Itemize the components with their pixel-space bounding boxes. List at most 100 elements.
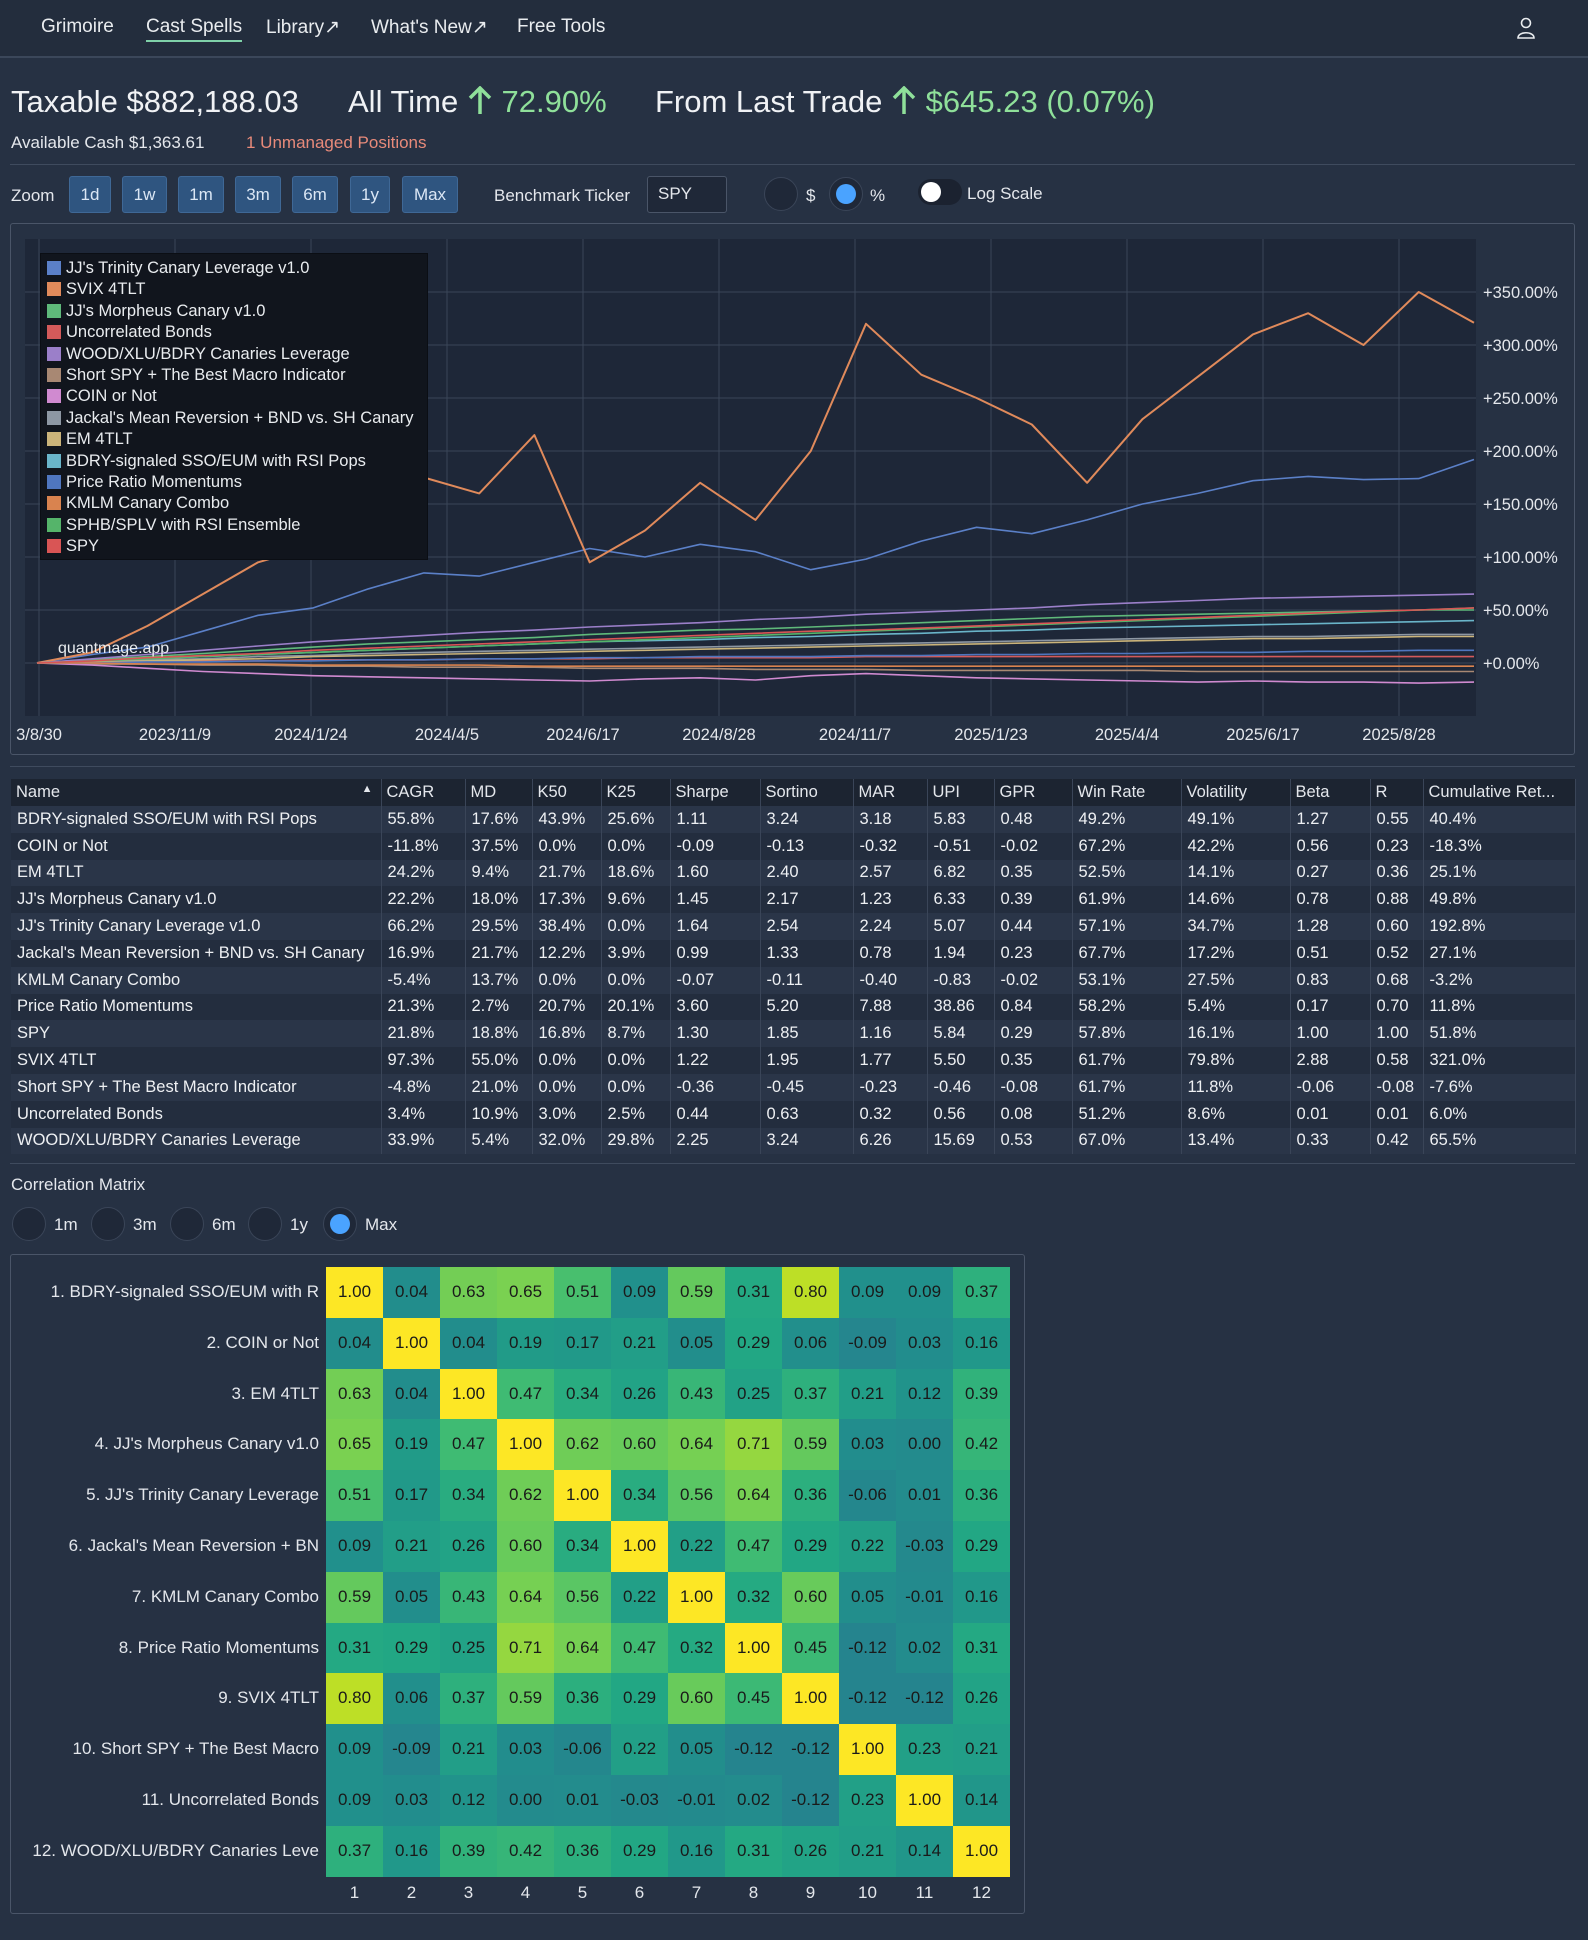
table-row[interactable]: Price Ratio Momentums 21.3% 2.7% 20.7% 20.1%… bbox=[11, 993, 1576, 1021]
correlation-cell[interactable]: 0.34 bbox=[440, 1470, 497, 1521]
correlation-cell[interactable]: 0.04 bbox=[383, 1267, 440, 1318]
correlation-cell[interactable]: 0.42 bbox=[497, 1825, 554, 1877]
correlation-cell[interactable]: 0.60 bbox=[668, 1673, 725, 1725]
correlation-cell[interactable]: 0.05 bbox=[839, 1571, 896, 1623]
correlation-cell[interactable]: 0.63 bbox=[440, 1267, 497, 1318]
correlation-cell[interactable]: 0.34 bbox=[611, 1470, 668, 1521]
correlation-cell[interactable]: 0.39 bbox=[440, 1825, 497, 1877]
correlation-cell[interactable]: 0.00 bbox=[896, 1419, 953, 1471]
correlation-cell[interactable]: 0.29 bbox=[725, 1317, 782, 1369]
correlation-cell[interactable]: 0.04 bbox=[326, 1317, 383, 1369]
correlation-cell[interactable]: 0.05 bbox=[383, 1571, 440, 1623]
correlation-cell[interactable]: 0.64 bbox=[554, 1622, 611, 1674]
correlation-cell[interactable]: 0.32 bbox=[668, 1622, 725, 1674]
zoom-max-button[interactable]: Max bbox=[402, 176, 458, 213]
correlation-cell[interactable]: 0.25 bbox=[725, 1368, 782, 1420]
correlation-cell[interactable]: 0.21 bbox=[383, 1521, 440, 1572]
correlation-cell[interactable]: 0.06 bbox=[383, 1673, 440, 1725]
correlation-cell[interactable]: 0.23 bbox=[839, 1775, 896, 1826]
column-header[interactable]: Volatility bbox=[1181, 779, 1291, 806]
column-header[interactable]: Name ▲ bbox=[11, 779, 382, 806]
zoom-1m-button[interactable]: 1m bbox=[178, 176, 224, 213]
correlation-cell[interactable]: 0.29 bbox=[953, 1521, 1010, 1572]
table-row[interactable]: SPY 21.8% 18.8% 16.8% 8.7% 1.30 1.85 1.16 5.84 0.… bbox=[11, 1020, 1576, 1048]
column-header[interactable]: Win Rate bbox=[1072, 779, 1182, 806]
column-header[interactable]: CAGR bbox=[381, 779, 466, 806]
correlation-cell[interactable]: 0.26 bbox=[611, 1368, 668, 1420]
correlation-cell[interactable]: 0.45 bbox=[782, 1622, 839, 1674]
correlation-cell[interactable]: 0.43 bbox=[668, 1368, 725, 1420]
table-row[interactable]: BDRY-signaled SSO/EUM with RSI Pops 55.8%… bbox=[11, 806, 1576, 833]
table-row[interactable]: WOOD/XLU/BDRY Canaries Leverage 33.9% 5.4%… bbox=[11, 1127, 1576, 1155]
correlation-cell[interactable]: 0.34 bbox=[554, 1521, 611, 1572]
correlation-cell[interactable]: 0.47 bbox=[611, 1622, 668, 1674]
correlation-cell[interactable]: -0.06 bbox=[839, 1470, 896, 1521]
correlation-cell[interactable]: 0.51 bbox=[554, 1267, 611, 1318]
legend-item[interactable]: JJ's Morpheus Canary v1.0 bbox=[47, 301, 421, 322]
correlation-cell[interactable]: 0.17 bbox=[554, 1317, 611, 1369]
correlation-cell[interactable]: 0.04 bbox=[440, 1317, 497, 1369]
log-scale-toggle[interactable] bbox=[918, 179, 962, 205]
correlation-cell[interactable]: 0.59 bbox=[668, 1267, 725, 1318]
period-1m-radio[interactable] bbox=[12, 1207, 46, 1241]
correlation-cell[interactable]: 1.00 bbox=[896, 1775, 953, 1826]
column-header[interactable]: GPR bbox=[994, 779, 1073, 806]
correlation-cell[interactable]: 0.65 bbox=[326, 1419, 383, 1471]
correlation-cell[interactable]: 0.32 bbox=[725, 1571, 782, 1623]
correlation-cell[interactable]: 0.16 bbox=[668, 1825, 725, 1877]
column-header[interactable]: MD bbox=[465, 779, 533, 806]
correlation-cell[interactable]: 0.80 bbox=[326, 1673, 383, 1725]
correlation-cell[interactable]: 0.43 bbox=[440, 1571, 497, 1623]
correlation-cell[interactable]: -0.12 bbox=[725, 1724, 782, 1775]
correlation-cell[interactable]: 0.29 bbox=[611, 1825, 668, 1877]
correlation-cell[interactable]: 0.26 bbox=[440, 1521, 497, 1572]
table-row[interactable]: COIN or Not -11.8% 37.5% 0.0% 0.0% -0.09 -0.13… bbox=[11, 832, 1576, 860]
correlation-cell[interactable]: 0.14 bbox=[953, 1775, 1010, 1826]
correlation-cell[interactable]: 0.03 bbox=[383, 1775, 440, 1826]
column-header[interactable]: Beta bbox=[1290, 779, 1371, 806]
legend-item[interactable]: Price Ratio Momentums bbox=[47, 472, 421, 493]
legend-item[interactable]: SPY bbox=[47, 536, 421, 557]
correlation-cell[interactable]: 0.51 bbox=[326, 1470, 383, 1521]
nav-free-tools[interactable]: Free Tools bbox=[517, 16, 606, 37]
correlation-cell[interactable]: 0.03 bbox=[497, 1724, 554, 1775]
zoom-1y-button[interactable]: 1y bbox=[350, 176, 390, 213]
correlation-cell[interactable]: 0.71 bbox=[497, 1622, 554, 1674]
correlation-cell[interactable]: 0.00 bbox=[497, 1775, 554, 1826]
correlation-cell[interactable]: 0.21 bbox=[839, 1825, 896, 1877]
correlation-cell[interactable]: -0.12 bbox=[896, 1673, 953, 1725]
table-row[interactable]: Jackal's Mean Reversion + BND vs. SH Can… bbox=[11, 939, 1576, 967]
table-row[interactable]: EM 4TLT 24.2% 9.4% 21.7% 18.6% 1.60 2.40 2.57 6.… bbox=[11, 859, 1576, 887]
correlation-cell[interactable]: 0.02 bbox=[725, 1775, 782, 1826]
correlation-cell[interactable]: 1.00 bbox=[839, 1724, 896, 1775]
correlation-cell[interactable]: 0.19 bbox=[497, 1317, 554, 1369]
correlation-cell[interactable]: 0.17 bbox=[383, 1470, 440, 1521]
correlation-cell[interactable]: 0.21 bbox=[839, 1368, 896, 1420]
correlation-cell[interactable]: 0.37 bbox=[326, 1825, 383, 1877]
period-6m-radio[interactable] bbox=[170, 1207, 204, 1241]
correlation-cell[interactable]: 0.03 bbox=[896, 1317, 953, 1369]
zoom-6m-button[interactable]: 6m bbox=[292, 176, 338, 213]
legend-item[interactable]: BDRY-signaled SSO/EUM with RSI Pops bbox=[47, 451, 421, 472]
correlation-cell[interactable]: 0.29 bbox=[611, 1673, 668, 1725]
correlation-cell[interactable]: 0.31 bbox=[725, 1825, 782, 1877]
legend-item[interactable]: KMLM Canary Combo bbox=[47, 493, 421, 514]
correlation-cell[interactable]: 0.31 bbox=[326, 1622, 383, 1674]
correlation-cell[interactable]: -0.09 bbox=[839, 1317, 896, 1369]
correlation-cell[interactable]: 0.64 bbox=[725, 1470, 782, 1521]
zoom-1d-button[interactable]: 1d bbox=[69, 176, 111, 213]
correlation-cell[interactable]: 1.00 bbox=[953, 1825, 1010, 1877]
correlation-cell[interactable]: 0.37 bbox=[953, 1267, 1010, 1318]
correlation-cell[interactable]: 0.37 bbox=[440, 1673, 497, 1725]
correlation-cell[interactable]: 1.00 bbox=[611, 1521, 668, 1572]
correlation-cell[interactable]: -0.09 bbox=[383, 1724, 440, 1775]
column-header[interactable]: UPI bbox=[927, 779, 995, 806]
correlation-cell[interactable]: 0.04 bbox=[383, 1368, 440, 1420]
column-header[interactable]: Sortino bbox=[760, 779, 854, 806]
table-row[interactable]: JJ's Morpheus Canary v1.0 22.2% 18.0% 17.3%… bbox=[11, 886, 1576, 914]
correlation-cell[interactable]: -0.12 bbox=[839, 1673, 896, 1725]
correlation-cell[interactable]: 0.05 bbox=[668, 1724, 725, 1775]
correlation-cell[interactable]: 0.22 bbox=[611, 1571, 668, 1623]
legend-item[interactable]: SPHB/SPLV with RSI Ensemble bbox=[47, 515, 421, 536]
correlation-cell[interactable]: 0.02 bbox=[896, 1622, 953, 1674]
